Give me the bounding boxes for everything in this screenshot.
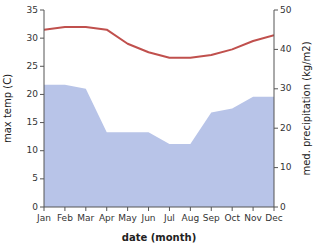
x-tick: [106, 207, 107, 211]
x-tick-label: Apr: [99, 213, 115, 223]
y-tick: [40, 10, 44, 11]
y2-tick-label: 10: [280, 162, 292, 172]
x-tick: [44, 207, 45, 211]
y-axis-line: [44, 10, 45, 207]
x-tick-label: Oct: [224, 213, 240, 223]
x-tick-label: Jan: [36, 213, 51, 223]
y-tick: [40, 38, 44, 39]
y-tick: [40, 150, 44, 151]
x-tick: [274, 207, 275, 211]
x-tick-label: Sep: [203, 213, 220, 223]
y2-tick: [274, 88, 278, 89]
y-tick: [40, 122, 44, 123]
y-tick-label: 25: [27, 61, 38, 71]
line: [44, 27, 274, 58]
y2-tick-label: 30: [280, 83, 292, 93]
y2-tick: [274, 10, 278, 11]
x-tick-label: Dec: [265, 213, 282, 223]
y2-tick: [274, 207, 278, 208]
x-tick: [127, 207, 128, 211]
x-tick: [211, 207, 212, 211]
y-tick-label: 15: [27, 117, 38, 127]
x-tick: [190, 207, 191, 211]
x-tick: [169, 207, 170, 211]
x-tick-label: Feb: [57, 213, 73, 223]
y-tick-label: 0: [32, 202, 38, 212]
y2-tick: [274, 49, 278, 50]
y-tick: [40, 207, 44, 208]
y2-tick-label: 0: [280, 202, 286, 212]
y2-tick-label: 40: [280, 44, 292, 54]
x-tick-label: May: [118, 213, 137, 223]
y-tick: [40, 94, 44, 95]
x-tick-label: Mar: [77, 213, 94, 223]
x-tick: [85, 207, 86, 211]
y-axis-label: max temp (C): [2, 74, 13, 143]
y2-axis-line: [274, 10, 275, 207]
y-tick-label: 35: [27, 5, 38, 15]
y-tick-label: 5: [32, 173, 38, 183]
x-axis-label: date (month): [122, 232, 196, 243]
y-tick-label: 30: [27, 33, 39, 43]
y2-tick: [274, 167, 278, 168]
x-tick: [64, 207, 65, 211]
x-tick-label: Nov: [244, 213, 262, 223]
x-axis-line: [44, 207, 274, 208]
x-tick: [253, 207, 254, 211]
plot-area: [44, 27, 274, 207]
y-tick-label: 10: [27, 145, 39, 155]
x-tick-label: Jul: [163, 213, 175, 223]
y2-tick-label: 50: [280, 5, 292, 15]
x-tick-label: Aug: [182, 213, 200, 223]
y-tick: [40, 66, 44, 67]
y2-tick-label: 20: [280, 123, 292, 133]
y-tick-label: 20: [27, 89, 39, 99]
x-tick-label: Jun: [141, 213, 156, 223]
x-tick: [148, 207, 149, 211]
y2-tick: [274, 128, 278, 129]
y2-axis-label: med. precipitation (kg/m2): [301, 41, 312, 175]
x-tick: [232, 207, 233, 211]
chart: 0 5 10 15 20 25 30 35 0 10 20 30 40 50 Jan Feb Mar AprMay…: [0, 0, 318, 247]
area: [44, 85, 274, 207]
y-tick: [40, 178, 44, 179]
